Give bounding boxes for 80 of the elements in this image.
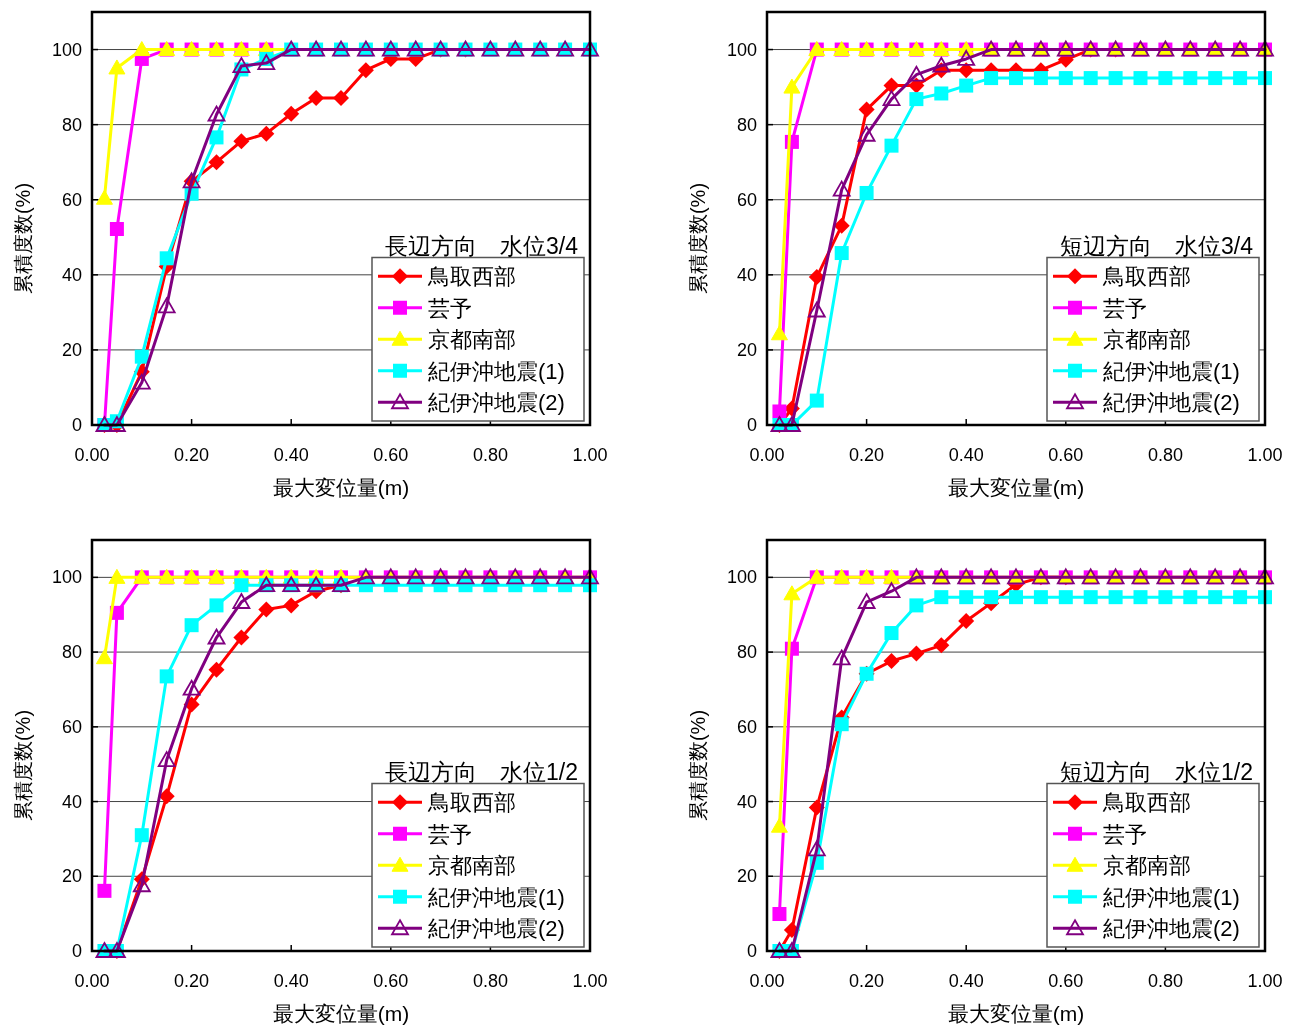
x-axis-title: 最大変位量(m) — [947, 476, 1085, 499]
y-axis-title: 累積度数(%) — [687, 709, 709, 822]
x-tick-label: 0.80 — [472, 445, 508, 465]
y-tick-label: 40 — [61, 264, 82, 285]
legend-title: 短辺方向 水位1/2 — [1060, 758, 1253, 785]
legend-label: 芸予 — [428, 821, 472, 847]
x-tick-label: 0.00 — [74, 971, 110, 991]
y-tick-label: 0 — [746, 415, 757, 435]
x-tick-label: 0.20 — [174, 971, 210, 991]
x-tick-label: 0.40 — [948, 971, 984, 991]
y-axis-title: 累積度数(%) — [12, 182, 34, 295]
y-tick-label: 60 — [736, 716, 757, 737]
y-tick-label: 60 — [736, 189, 757, 210]
x-tick-label: 0.40 — [948, 445, 984, 465]
y-tick-label: 20 — [736, 339, 757, 360]
y-tick-label: 20 — [61, 339, 82, 360]
legend-label: 芸予 — [1103, 821, 1147, 847]
x-tick-label: 1.00 — [1247, 971, 1283, 991]
x-tick-label: 0.00 — [749, 445, 785, 465]
legend-label: 紀伊沖地震(1) — [428, 358, 565, 384]
x-tick-label: 0.00 — [74, 445, 110, 465]
x-tick-label: 0.00 — [749, 971, 785, 991]
y-tick-label: 80 — [61, 642, 82, 663]
y-tick-label: 60 — [61, 189, 82, 210]
legend-label: 鳥取西部 — [1102, 264, 1191, 290]
y-tick-label: 40 — [61, 791, 82, 812]
x-axis-title: 最大変位量(m) — [272, 1002, 410, 1025]
legend-label: 京都南部 — [1103, 853, 1191, 879]
legend-label: 紀伊沖地震(2) — [428, 390, 565, 416]
legend-title: 短辺方向 水位3/4 — [1060, 232, 1254, 259]
x-tick-label: 0.40 — [273, 445, 309, 465]
x-tick-label: 1.00 — [572, 445, 608, 465]
legend-label: 鳥取西部 — [427, 264, 516, 290]
x-tick-label: 0.60 — [1048, 445, 1084, 465]
x-tick-label: 0.80 — [1147, 445, 1183, 465]
legend-title: 長辺方向 水位3/4 — [385, 232, 579, 259]
legend-label: 京都南部 — [428, 327, 516, 353]
legend-label: 紀伊沖地震(1) — [428, 884, 565, 910]
legend-label: 紀伊沖地震(1) — [1103, 358, 1240, 384]
x-tick-label: 0.60 — [373, 971, 409, 991]
y-tick-label: 80 — [736, 642, 757, 663]
y-tick-label: 20 — [61, 866, 82, 887]
y-tick-label: 100 — [51, 39, 82, 60]
legend-label: 芸予 — [428, 295, 472, 321]
y-tick-label: 20 — [736, 866, 757, 887]
legend-title: 長辺方向 水位1/2 — [385, 758, 578, 785]
x-tick-label: 0.20 — [849, 971, 885, 991]
legend-label: 鳥取西部 — [427, 790, 516, 816]
y-tick-label: 80 — [736, 114, 757, 135]
x-tick-label: 0.80 — [1147, 971, 1183, 991]
x-tick-label: 0.40 — [273, 971, 309, 991]
y-tick-label: 40 — [736, 264, 757, 285]
x-axis-title: 最大変位量(m) — [947, 1002, 1085, 1025]
legend-label: 京都南部 — [1103, 327, 1191, 353]
x-tick-label: 0.20 — [174, 445, 210, 465]
y-axis-title: 累積度数(%) — [687, 182, 709, 295]
x-tick-label: 0.20 — [849, 445, 885, 465]
legend-label: 紀伊沖地震(2) — [1103, 916, 1240, 942]
y-tick-label: 0 — [746, 941, 757, 961]
y-tick-label: 0 — [71, 941, 82, 961]
x-tick-label: 0.60 — [1048, 971, 1084, 991]
legend-label: 紀伊沖地震(2) — [428, 916, 565, 942]
y-tick-label: 100 — [51, 567, 82, 588]
x-axis-title: 最大変位量(m) — [272, 476, 410, 499]
legend-label: 紀伊沖地震(2) — [1103, 390, 1240, 416]
legend-label: 京都南部 — [428, 853, 516, 879]
y-tick-label: 100 — [726, 567, 757, 588]
y-tick-label: 0 — [71, 415, 82, 435]
legend-label: 紀伊沖地震(1) — [1103, 884, 1240, 910]
x-tick-label: 0.60 — [373, 445, 409, 465]
y-tick-label: 60 — [61, 716, 82, 737]
y-tick-label: 80 — [61, 114, 82, 135]
x-tick-label: 1.00 — [572, 971, 608, 991]
legend-label: 芸予 — [1103, 295, 1147, 321]
y-tick-label: 40 — [736, 791, 757, 812]
y-axis-title: 累積度数(%) — [12, 709, 34, 822]
x-tick-label: 0.80 — [472, 971, 508, 991]
legend-label: 鳥取西部 — [1102, 790, 1191, 816]
x-tick-label: 1.00 — [1247, 445, 1283, 465]
y-tick-label: 100 — [726, 39, 757, 60]
